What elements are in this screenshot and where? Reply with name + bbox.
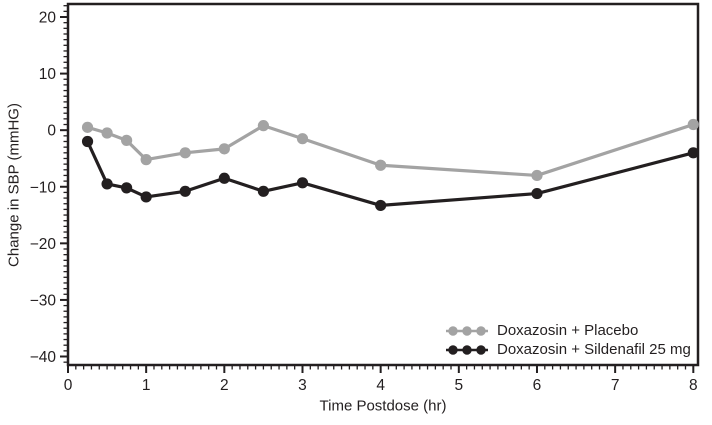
- x-tick-label: 8: [689, 377, 698, 394]
- series-line: [85, 122, 695, 178]
- y-tick-label: 10: [39, 66, 57, 83]
- x-tick-label: 0: [64, 377, 73, 394]
- x-tick-label: 7: [611, 377, 620, 394]
- x-tick-label: 2: [220, 377, 229, 394]
- data-point: [375, 199, 387, 212]
- data-point: [140, 191, 152, 203]
- data-point: [101, 127, 113, 139]
- y-tick-label: −40: [30, 349, 57, 366]
- data-point: [296, 133, 309, 145]
- legend-label-placebo: Doxazosin + Placebo: [497, 322, 639, 339]
- x-axis-title: Time Postdose (hr): [319, 397, 447, 415]
- legend: Doxazosin + Placebo Doxazosin + Sildenaf…: [444, 321, 691, 359]
- x-tick-label: 5: [455, 377, 464, 394]
- data-point: [81, 135, 94, 148]
- data-point: [179, 185, 191, 197]
- data-point: [101, 178, 113, 190]
- data-point: [296, 177, 309, 189]
- data-point: [531, 187, 543, 200]
- series-placebo: [81, 118, 699, 182]
- data-point: [218, 143, 230, 155]
- x-tick-label: 6: [533, 377, 542, 394]
- y-tick-label: −20: [30, 236, 57, 253]
- x-tick-label: 4: [376, 377, 385, 394]
- series-line: [85, 139, 695, 208]
- x-axis: 0 1 2 3 4 5 6 7 8: [64, 365, 698, 394]
- data-point: [687, 118, 699, 131]
- data-point: [257, 120, 270, 132]
- data-point: [121, 182, 133, 194]
- data-point: [140, 154, 152, 166]
- y-tick-label: 0: [47, 123, 56, 140]
- y-axis: 20 10 0 −10 −20 −30 −40: [30, 5, 68, 366]
- legend-item-placebo: Doxazosin + Placebo: [444, 321, 691, 340]
- data-point: [257, 185, 270, 197]
- series-sildenafil: [81, 135, 699, 212]
- legend-line-icon: [446, 325, 488, 336]
- y-tick-label: 20: [39, 10, 57, 27]
- legend-line-icon: [446, 344, 488, 355]
- y-tick-label: −30: [30, 292, 57, 309]
- data-point: [218, 172, 230, 184]
- plot-frame: [66, 2, 700, 367]
- y-tick-label: −10: [30, 179, 57, 196]
- data-point: [375, 159, 387, 171]
- legend-label-sildenafil: Doxazosin + Sildenafil 25 mg: [497, 341, 691, 358]
- legend-item-sildenafil: Doxazosin + Sildenafil 25 mg: [444, 340, 691, 359]
- data-point: [121, 134, 133, 146]
- data-point: [81, 121, 94, 133]
- data-point: [687, 147, 699, 159]
- data-point: [531, 169, 543, 182]
- x-tick-label: 1: [142, 377, 151, 394]
- data-point: [179, 147, 191, 159]
- x-tick-label: 3: [298, 377, 307, 394]
- y-axis-title: Change in SBP (mmHG): [5, 103, 23, 267]
